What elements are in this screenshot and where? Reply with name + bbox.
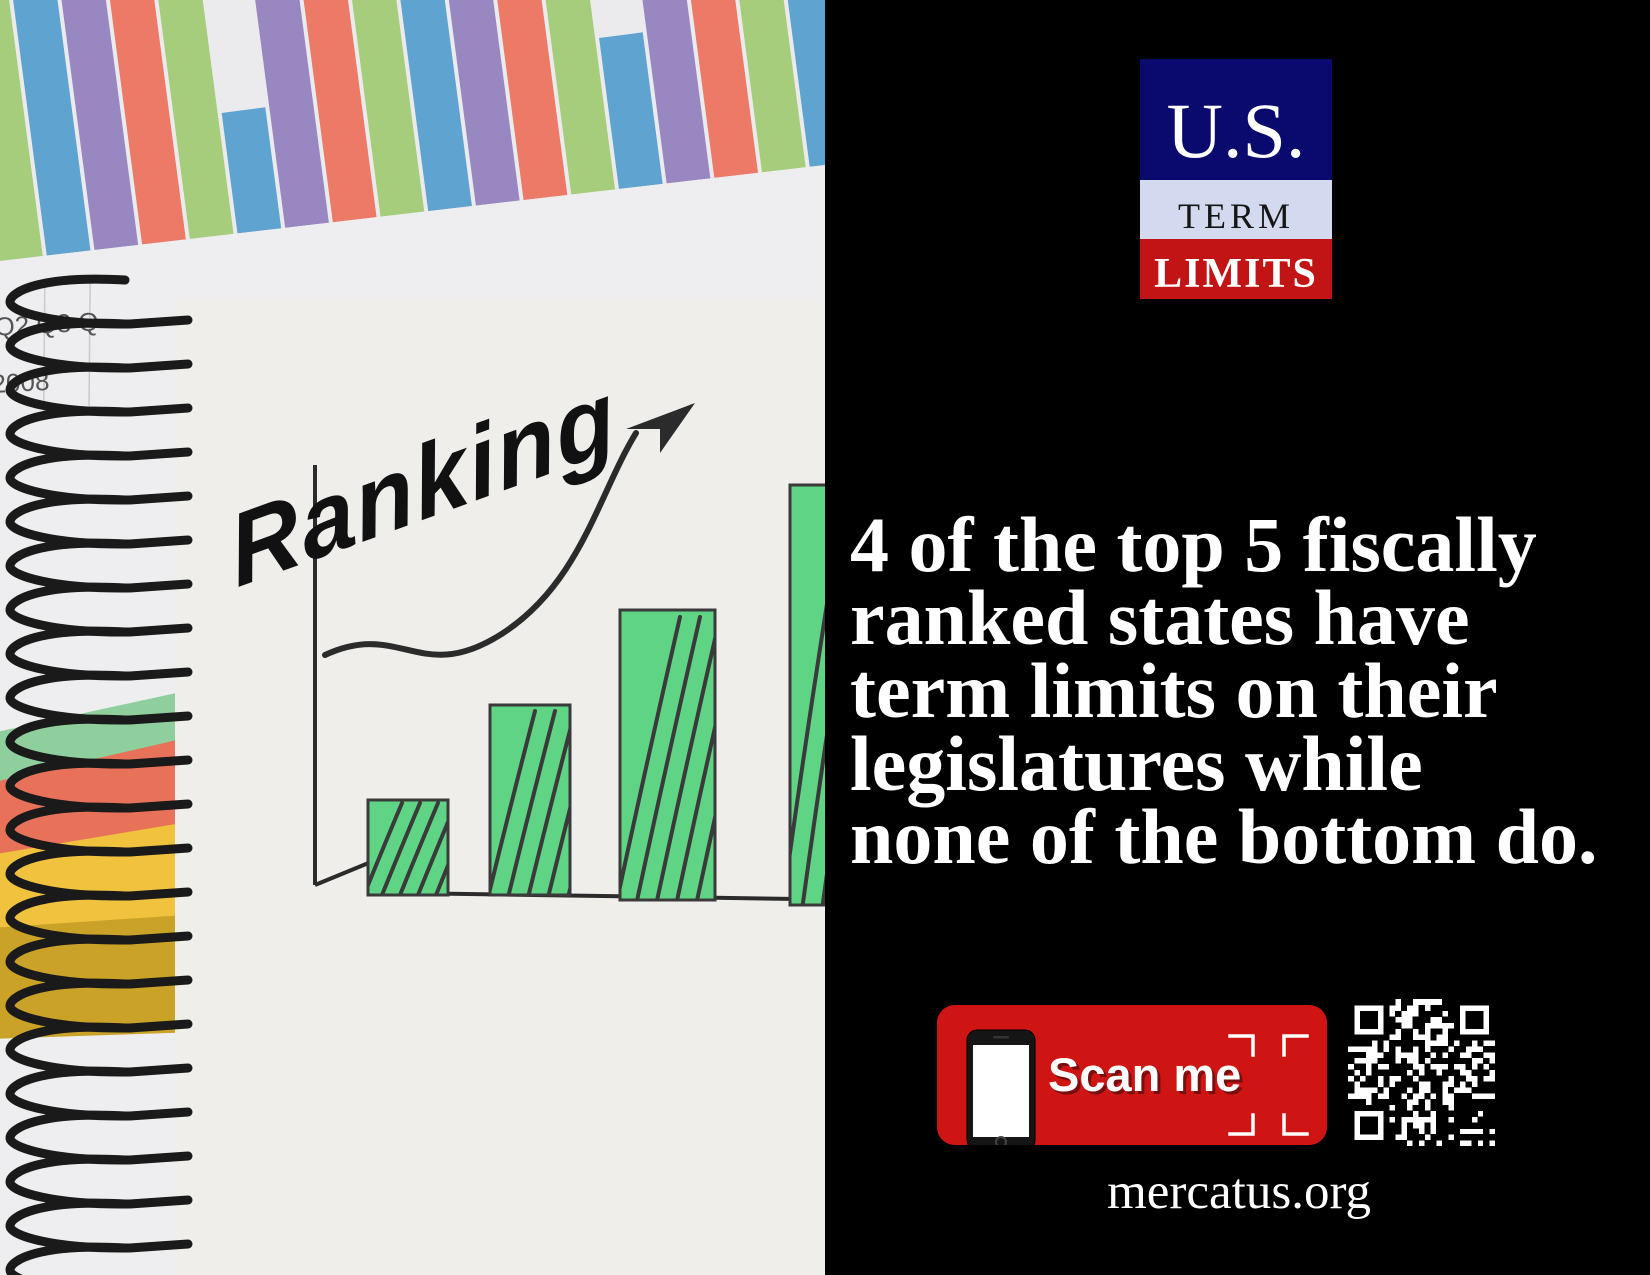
svg-text:Scan me: Scan me [1048, 1048, 1241, 1101]
svg-text:LIMITS: LIMITS [1154, 251, 1318, 297]
svg-text:U.S.: U.S. [1167, 87, 1306, 174]
svg-text:TERM: TERM [1178, 196, 1294, 236]
